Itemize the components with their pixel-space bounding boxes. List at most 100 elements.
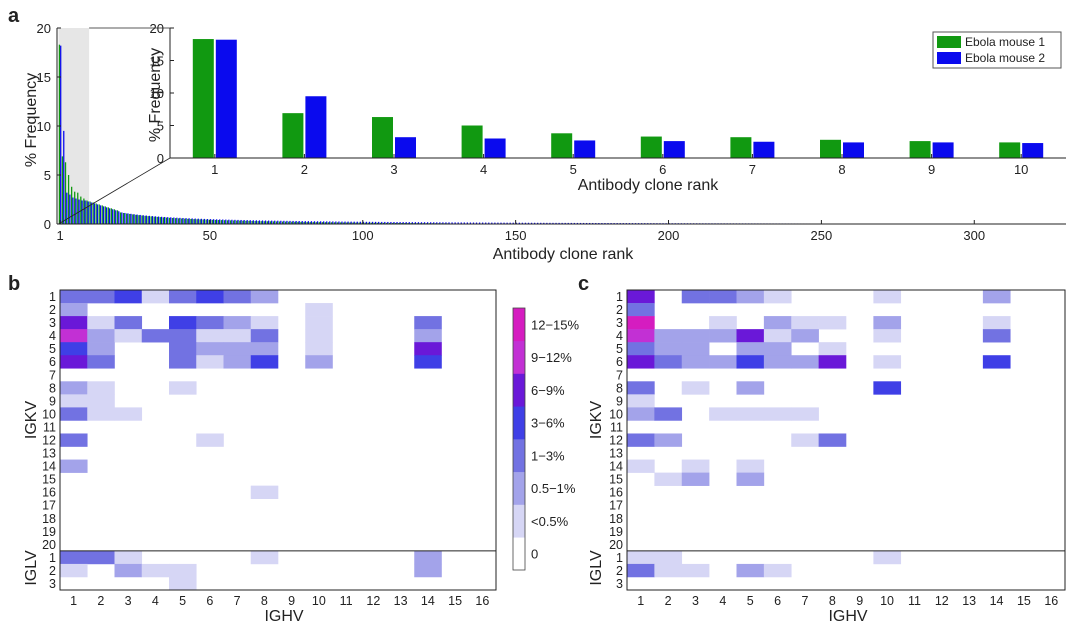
bar-mouse-2 (261, 220, 264, 224)
bar-mouse-2 (460, 222, 462, 224)
bar-mouse-1 (92, 202, 94, 224)
bar-mouse-1 (58, 44, 61, 224)
heat-cell (60, 550, 88, 565)
heat-col-label: 5 (747, 594, 754, 608)
bar-mouse-2 (319, 221, 322, 224)
bar-mouse-2 (115, 210, 117, 224)
bar-mouse-2 (307, 221, 310, 224)
heat-cell (627, 342, 655, 356)
bar-mouse-2 (564, 222, 566, 224)
heat-row-label: 15 (609, 473, 623, 487)
heat-col-label: 11 (340, 594, 353, 608)
heat-cell (250, 316, 279, 330)
heat-cell (169, 355, 197, 369)
heat-row-label: 20 (609, 538, 623, 552)
bar-mouse-2 (255, 220, 258, 224)
bar-mouse-2 (173, 217, 175, 224)
bar-mouse-1 (150, 216, 152, 224)
inset-x-tick-label: 7 (749, 162, 756, 177)
bar-mouse-1 (343, 222, 345, 224)
heat-cell (627, 550, 655, 565)
bar-mouse-2 (292, 220, 294, 224)
bar-mouse-2 (105, 207, 108, 224)
inset-y-tick-label: 20 (150, 21, 164, 36)
bar-mouse-2 (350, 221, 352, 224)
heat-col-label: 1 (637, 594, 644, 608)
bar-mouse-2 (310, 221, 313, 224)
bar-mouse-1 (165, 217, 168, 224)
bar-mouse-2 (540, 222, 542, 224)
inset-bar-mouse-1 (282, 113, 304, 158)
bar-mouse-1 (248, 220, 250, 224)
heat-row-label: 5 (616, 342, 623, 356)
heat-cell (873, 329, 902, 343)
heat-row-label: 3 (49, 577, 56, 591)
bar-mouse-2 (118, 211, 120, 224)
bar-mouse-1 (193, 219, 195, 224)
inset-bar-mouse-1 (730, 137, 752, 158)
inset-y-tick-label: 10 (150, 86, 164, 101)
heat-row-label: 17 (609, 499, 623, 513)
heat-row-label: 13 (609, 447, 623, 461)
bar-mouse-1 (379, 222, 382, 224)
bar-mouse-1 (141, 215, 143, 224)
inset-x-tick-label: 9 (928, 162, 935, 177)
inset-bar-mouse-1 (820, 139, 841, 158)
bar-mouse-2 (176, 217, 178, 224)
bar-mouse-2 (63, 130, 65, 224)
bar-mouse-1 (315, 222, 317, 224)
heat-cell (60, 290, 88, 304)
bar-mouse-1 (174, 218, 177, 224)
bar-mouse-2 (231, 219, 233, 224)
heat-cell (763, 355, 792, 369)
heat-cell (414, 329, 442, 343)
inset-x-tick-label: 8 (838, 162, 845, 177)
bar-mouse-2 (72, 197, 74, 224)
heat-col-label: 15 (1017, 594, 1031, 608)
bar-mouse-2 (66, 192, 68, 224)
heat-row-label: 9 (49, 394, 56, 408)
bar-mouse-2 (518, 222, 520, 224)
heat-col-label: 8 (261, 594, 268, 608)
heat-row-label: 12 (609, 434, 623, 448)
a-inset-xlabel: Antibody clone rank (578, 177, 720, 194)
bar-mouse-1 (382, 222, 385, 224)
heat-row-label: 14 (42, 460, 56, 474)
bar-mouse-2 (332, 221, 334, 224)
heat-cell (305, 316, 333, 330)
heat-cell (60, 316, 88, 330)
heat-cell (763, 329, 792, 343)
inset-bar-mouse-2 (663, 141, 685, 158)
heat-col-label: 13 (394, 594, 408, 608)
bar-mouse-2 (405, 222, 407, 224)
bar-mouse-2 (485, 222, 487, 224)
bar-mouse-2 (286, 220, 288, 224)
heat-cell (818, 433, 847, 447)
bar-mouse-2 (124, 212, 126, 224)
heat-cell (414, 355, 442, 369)
heat-cell (250, 329, 279, 343)
bar-mouse-1 (370, 222, 372, 224)
heat-row-label: 3 (49, 316, 56, 330)
heat-col-label: 10 (312, 594, 326, 608)
bar-mouse-2 (271, 220, 273, 224)
bar-mouse-1 (385, 222, 388, 224)
zoom-connector-bottom (58, 157, 171, 225)
inset-bar-mouse-1 (999, 142, 1021, 158)
panel-label-c: c (578, 273, 589, 295)
bar-mouse-2 (96, 204, 99, 224)
heat-cell (305, 329, 333, 343)
bar-mouse-2 (283, 220, 285, 224)
heat-col-label: 16 (1044, 594, 1058, 608)
bar-mouse-1 (162, 217, 165, 224)
heat-row-label: 3 (616, 316, 623, 330)
heat-col-label: 11 (908, 594, 921, 608)
inset-x-tick-label: 5 (570, 162, 577, 177)
bar-mouse-2 (298, 221, 300, 224)
heat-cell (736, 290, 765, 304)
bar-mouse-1 (147, 216, 149, 224)
bar-mouse-2 (417, 222, 420, 224)
bar-mouse-1 (269, 221, 272, 224)
